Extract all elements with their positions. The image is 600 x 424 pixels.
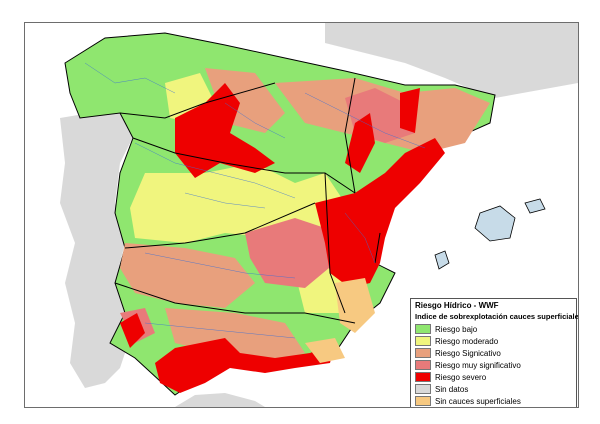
legend-swatch <box>415 384 431 394</box>
legend-label: Riesgo Signicativo <box>435 348 501 358</box>
region-severe-huelva <box>120 313 145 348</box>
basin-borders <box>114 77 381 324</box>
legend-label: Riesgo moderado <box>435 336 499 346</box>
region-significant-tajo <box>120 243 255 308</box>
legend-item: Riesgo severo <box>415 371 572 383</box>
spain-risk-map <box>60 23 578 407</box>
river-network <box>84 62 426 339</box>
region-very-significant-center <box>245 218 335 288</box>
france-land <box>325 23 578 98</box>
legend-label: Sin cauces superficiales <box>435 396 521 406</box>
legend-swatch <box>415 360 431 370</box>
map-frame: Riesgo Hídrico - WWF Indice de sobrexplo… <box>24 22 579 408</box>
legend-swatch <box>415 336 431 346</box>
africa-land <box>175 393 265 407</box>
balearic-mallorca <box>474 205 516 242</box>
legend-subtitle: Indice de sobrexplotación cauces superfi… <box>415 312 579 321</box>
legend-label: Riesgo severo <box>435 372 487 382</box>
region-no-channels-murcia <box>335 278 375 333</box>
region-severe-pyrenees <box>400 88 420 133</box>
legend-swatch <box>415 396 431 406</box>
legend-title: Riesgo Hídrico - WWF <box>415 301 499 310</box>
legend-label: Riesgo muy significativo <box>435 360 521 370</box>
legend-item: Riesgo moderado <box>415 335 572 347</box>
legend-label: Sin datos <box>435 384 469 394</box>
balearic-menorca <box>524 198 546 214</box>
legend-item: Sin datos <box>415 383 572 395</box>
legend-swatch <box>415 324 431 334</box>
legend-label: Riesgo bajo <box>435 324 478 334</box>
legend-swatch <box>415 348 431 358</box>
legend-item: Sin cauces superficiales <box>415 395 572 407</box>
region-severe-ebro <box>345 113 375 173</box>
legend-items: Riesgo bajo Riesgo moderado Riesgo Signi… <box>415 323 572 407</box>
region-severe-andalucia <box>155 338 335 393</box>
legend-item: Riesgo muy significativo <box>415 359 572 371</box>
region-no-channels-almeria <box>305 338 345 363</box>
region-severe-duero <box>175 83 275 178</box>
legend-item: Riesgo Signicativo <box>415 347 572 359</box>
portugal-land <box>60 108 135 388</box>
map-legend: Riesgo Hídrico - WWF Indice de sobrexplo… <box>410 298 579 407</box>
legend-item: Riesgo bajo <box>415 323 572 335</box>
legend-swatch <box>415 372 431 382</box>
region-severe-levante <box>315 138 445 288</box>
balearic-ibiza <box>434 250 450 270</box>
